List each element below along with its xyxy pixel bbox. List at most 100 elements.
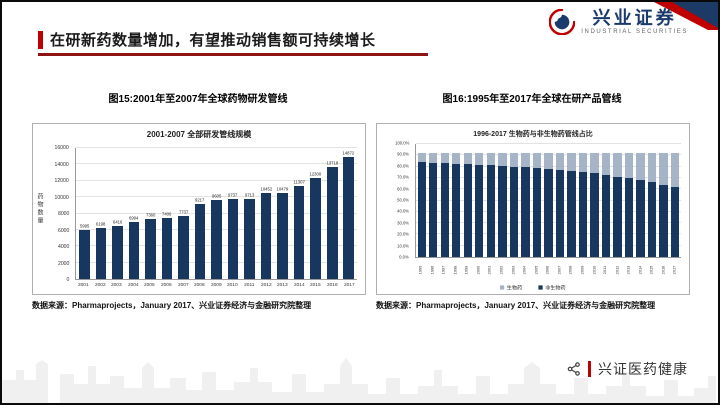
bar-column: 6994 [126,148,143,279]
y-tick-label: 6000 [57,227,69,234]
x-tick-label: 1999 [461,260,473,282]
bar-column: 12300 [307,148,324,279]
bar-column: 7406 [159,148,176,279]
bar-column [416,144,428,257]
stacked-bar-segment [509,153,519,167]
x-tick-label: 2007 [177,283,189,288]
stacked-bar-segment [636,180,645,257]
stacked-bar-segment [452,153,461,164]
stacked-bar-segment [544,153,553,169]
y-tick-label: 100.0% [394,141,409,147]
y-tick-label: 80.0% [397,164,409,169]
bar-column [543,144,555,257]
y-tick-label: 10.0% [397,244,409,249]
stacked-bar-segment [532,153,542,168]
bar-value-label: 9605 [211,195,222,200]
figure15-caption: 图15:2001年至2007年全球药物研发管线 [108,94,288,105]
stacked-bar-segment [521,153,530,168]
y-axis-ticks: 0 2000 4000 6000 8000 10000 12000 14000 16000 [33,145,73,282]
logo-icon [549,9,576,35]
bar-value-label: 6416 [112,221,122,226]
stacked-bar-segment [601,175,611,257]
bar-value-label: 10452 [260,188,272,193]
stacked-bar-segment [544,168,553,257]
bar-column: 9217 [192,148,209,279]
stacked-bar-segment [463,153,472,165]
x-tick-label: 2003 [111,283,122,288]
stacked-bar-segment [475,153,484,165]
bar-column: 10479 [274,148,291,279]
chart-y-axis-label: 药物数量 [36,193,42,225]
x-tick-text: 2003 [511,265,516,275]
x-tick-label: 2015 [310,283,321,288]
x-tick-label: 2001 [77,283,89,288]
y-tick-label: 16000 [54,145,69,151]
stacked-bar-segment [509,166,519,257]
figure15-bar-chart: 2001-2007 全部研发管线规模 药物数量 0 2000 4000 6000 800… [32,123,366,295]
bar-column [439,144,451,257]
bar-value-label: 7360 [145,213,156,218]
x-tick-label: 2010 [227,283,238,288]
bar [211,200,222,279]
stacked-bar-segment [578,153,588,173]
bar [112,226,123,279]
bar-column [451,144,463,257]
stacked-bar-segment [590,173,599,257]
corner-decoration [654,2,718,30]
bar-column [658,144,670,257]
bar [95,228,107,279]
title-accent-bar [38,30,43,49]
bar [277,193,288,279]
stacked-bar-segment [670,186,680,257]
stacked-bar-segment [429,153,438,163]
bar-column [497,144,509,257]
legend-swatch [538,285,543,290]
x-tick-label: 2013 [623,260,635,282]
stacked-bar-segment [498,166,507,257]
stacked-bar-segment [601,153,611,176]
bar-column: 6198 [93,148,110,279]
stacked-bar-segment [590,153,599,174]
logo-name: 兴业证券 [592,8,677,28]
x-tick-label: 2011 [600,260,612,282]
x-tick-text: 1995 [418,265,423,275]
legend-label: 生物药 [506,286,523,292]
page-title: 在研新药数量增加，有望推动销售额可持续增长 [50,32,376,49]
x-tick-text: 2017 [673,265,678,275]
gridline [416,143,681,144]
stacked-bar-segment [486,165,495,257]
stacked-bar-segment [659,184,668,257]
x-tick-label: 2008 [565,260,577,282]
x-tick-label: 2006 [160,283,172,288]
chart-legend: 生物药 非生物药 [377,283,689,292]
bar-value-label: 9713 [244,194,255,199]
figure16-stacked-bar-chart: 1996-2017 生物药与非生物药管线占比 0.0% 10.0% 20.0% 30.… [376,123,690,295]
x-tick-label: 2009 [577,260,589,282]
x-tick-text: 2013 [626,265,631,275]
y-tick-label: 10000 [54,194,69,201]
bar-value-label: 5995 [79,224,89,229]
bar-column [623,144,635,257]
stacked-bar-segment [578,172,588,257]
stacked-bar-segment [624,178,634,257]
bar-series: 5995 6198 6416 6994 7360 7406 7737 9217 9605 9737… [76,148,357,279]
x-tick-label: 2010 [588,260,600,282]
x-tick-label: 2001 [484,260,496,282]
bar-column: 14872 [341,148,358,279]
legend-item: 非生物药 [538,284,566,291]
bar-value-label: 9737 [228,194,238,199]
x-tick-text: 2006 [546,265,550,275]
bar-value-label: 6994 [129,216,139,221]
bar-column [600,144,612,257]
x-tick-label: 2015 [646,260,658,282]
x-tick-label: 2014 [293,283,305,288]
stacked-bar-segment [452,163,461,257]
stacked-bar-segment [670,153,680,187]
figure16-source-note: 数据来源：Pharmaprojects，January 2017、兴业证券经济与… [376,301,656,310]
x-tick-text: 2014 [638,265,643,275]
x-tick-label: 2011 [244,283,255,288]
bar [244,199,255,279]
bar-column [554,144,566,257]
x-tick-label: 2014 [635,260,647,282]
stacked-bar-segment [647,182,657,257]
